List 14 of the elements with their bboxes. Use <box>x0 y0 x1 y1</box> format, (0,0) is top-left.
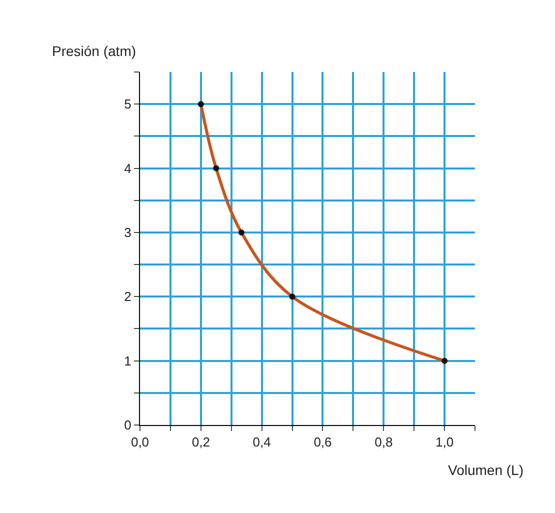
x-tick-label: 1,0 <box>436 434 454 450</box>
x-tick-label: 0,4 <box>252 434 271 450</box>
x-tick-label: 0,0 <box>130 434 150 450</box>
y-tick-label: 5 <box>124 96 132 112</box>
y-tick-label: 4 <box>124 160 132 176</box>
y-tick-label: 0 <box>124 418 132 433</box>
y-tick-label: 2 <box>124 289 132 304</box>
y-axis-title: Presión (atm) <box>52 43 136 59</box>
x-tick-label: 0,2 <box>192 434 210 450</box>
y-tick-label: 3 <box>124 225 132 240</box>
x-tick-label: 0,6 <box>314 434 332 450</box>
x-tick-label: 0,8 <box>374 434 393 450</box>
x-axis-title: Volumen (L) <box>448 462 524 478</box>
y-tick-label: 1 <box>124 353 132 368</box>
